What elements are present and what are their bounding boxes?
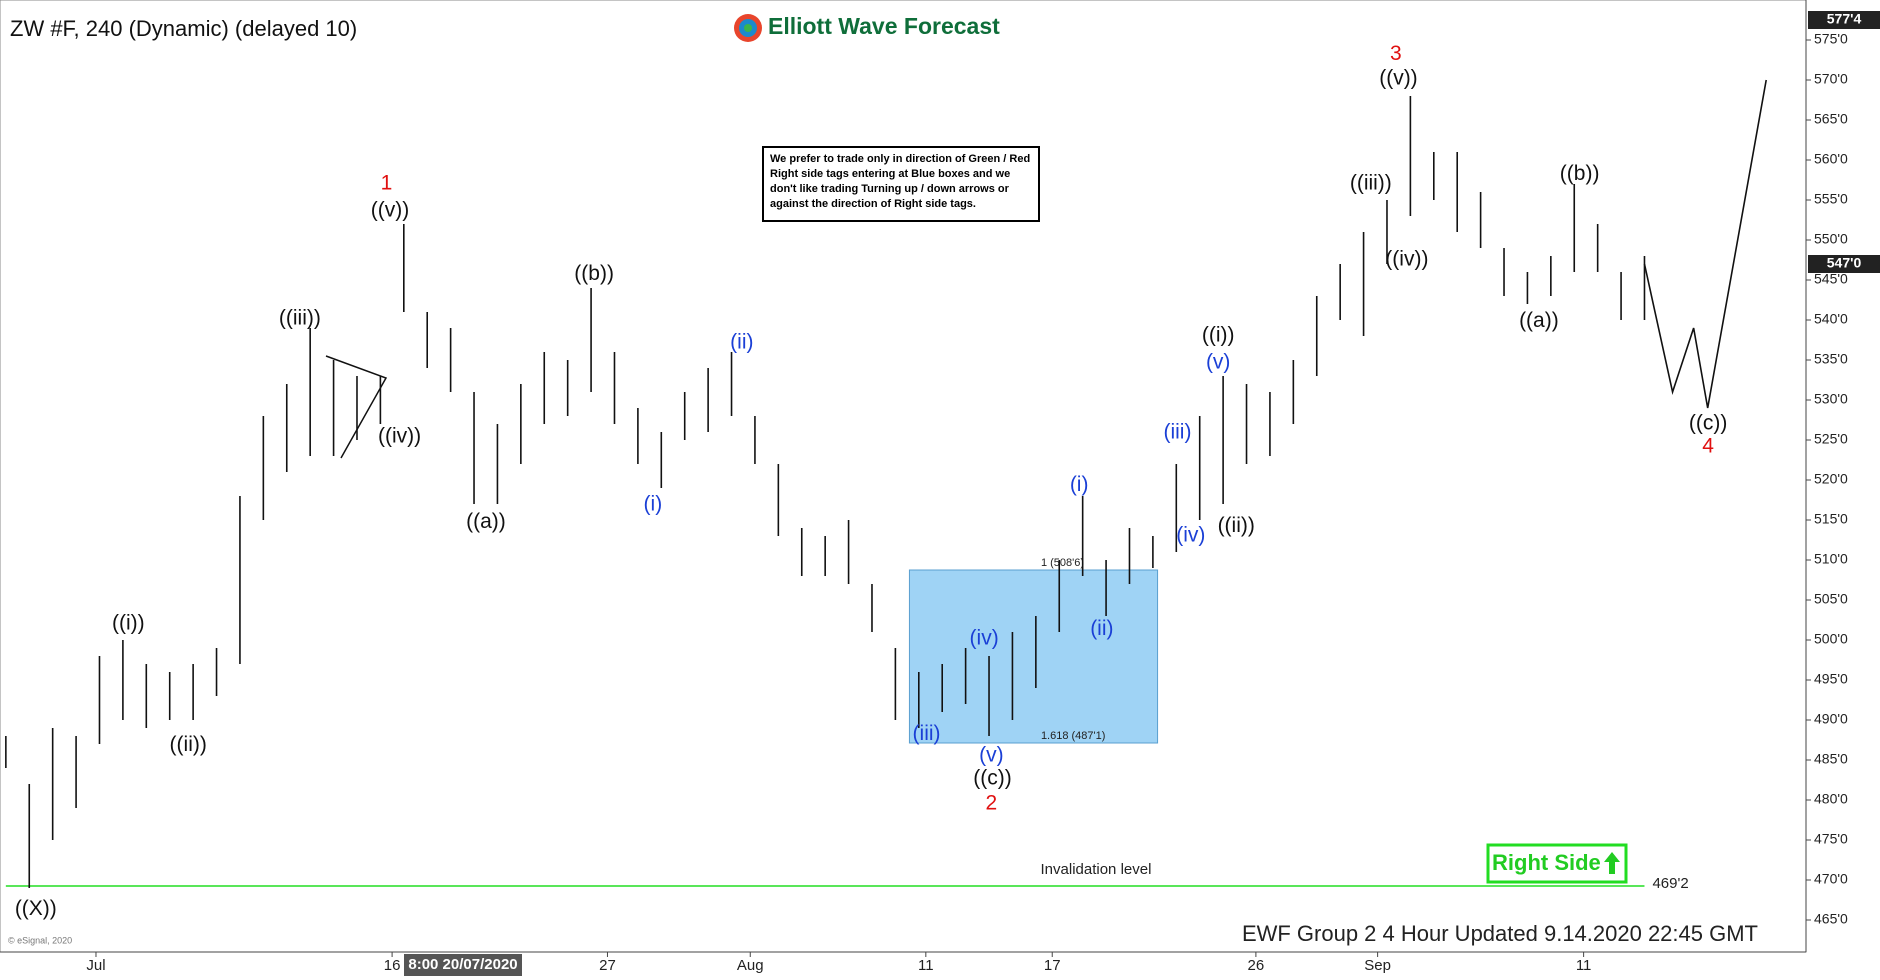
footer: EWF Group 2 4 Hour Updated 9.14.2020 22:…	[1242, 921, 1758, 946]
wave-label: ((c))	[1689, 412, 1727, 435]
fib-box	[908, 569, 1159, 744]
y-tick-label: 555'0	[1814, 191, 1848, 207]
wave-label: (iii)	[1163, 420, 1191, 443]
cursor-label: 8:00 20/07/2020	[408, 956, 517, 973]
note-box: We prefer to trade only in direction of …	[762, 146, 1040, 222]
wave-label: (iv)	[1176, 524, 1205, 547]
wave-label: ((b))	[574, 262, 614, 285]
wave-label: ((a))	[1519, 309, 1559, 332]
y-tick-label: 475'0	[1814, 831, 1848, 847]
wave-label: ((v))	[371, 199, 409, 222]
right-side-arrow	[1604, 852, 1620, 874]
y-tick-label: 495'0	[1814, 671, 1848, 687]
y-tick-label: 535'0	[1814, 351, 1848, 367]
wave-label: ((iv))	[1385, 248, 1428, 271]
y-tick-label: 550'0	[1814, 231, 1848, 247]
right-side-label: Right Side	[1492, 850, 1601, 875]
header: ZW #F, 240 (Dynamic) (delayed 10)	[10, 16, 357, 41]
wave-label: ((X))	[15, 897, 57, 920]
x-tick-label: 26	[1248, 957, 1265, 974]
x-tick-label: 17	[1044, 957, 1061, 974]
wave-label: (i)	[1070, 473, 1089, 496]
last-price-box	[1808, 255, 1880, 273]
wave-label: (i)	[644, 492, 663, 515]
y-tick-label: 575'0	[1814, 31, 1848, 47]
fib-level-label: 1.618 (487'1)	[1041, 730, 1105, 742]
wave-label: 2	[986, 792, 998, 815]
x-tick-label: 11	[918, 957, 934, 974]
logo-icon	[734, 14, 762, 42]
wave-label: ((ii))	[1218, 514, 1255, 537]
wave-label: 3	[1390, 42, 1402, 65]
wave-label: (ii)	[1090, 617, 1113, 640]
x-tick-label: 11	[1576, 957, 1592, 974]
wave-label: (iii)	[913, 722, 941, 745]
wave-label: (iv)	[970, 627, 999, 650]
copyright: © eSignal, 2020	[8, 935, 72, 945]
y-tick-label: 480'0	[1814, 791, 1848, 807]
wave-label: ((b))	[1560, 162, 1600, 185]
last-price-label: 547'0	[1827, 255, 1862, 271]
triangle	[325, 355, 388, 459]
y-tick-label: 565'0	[1814, 111, 1848, 127]
y-tick-label: 545'0	[1814, 271, 1848, 287]
y-tick-label: 515'0	[1814, 511, 1848, 527]
fib-level-label: 1 (508'6)	[1041, 557, 1084, 569]
projection-path	[1643, 79, 1767, 409]
logo-text: Elliott Wave Forecast	[768, 13, 1000, 39]
wave-label: (v)	[979, 744, 1004, 767]
wave-label: 4	[1702, 435, 1714, 458]
y-tick-label: 510'0	[1814, 551, 1848, 567]
x-tick-label: 16	[384, 957, 401, 974]
wave-label: (v)	[1206, 351, 1231, 374]
y-tick-label: 485'0	[1814, 751, 1848, 767]
invalidation-text: Invalidation level	[1041, 861, 1152, 878]
x-tick-label: Sep	[1364, 957, 1391, 974]
wave-label: ((a))	[466, 510, 506, 533]
wave-label: 1	[381, 172, 393, 195]
y-tick-label: 570'0	[1814, 71, 1848, 87]
wave-label: ((iii))	[279, 307, 321, 330]
wave-label: ((iv))	[378, 424, 421, 447]
y-tick-label: 465'0	[1814, 911, 1848, 927]
y-tick-label: 530'0	[1814, 391, 1848, 407]
wave-label: ((ii))	[170, 733, 207, 756]
y-tick-label: 520'0	[1814, 471, 1848, 487]
wave-label: ((i))	[112, 612, 145, 635]
wave-label: (ii)	[730, 331, 753, 354]
top-price-label: 577'4	[1827, 11, 1862, 27]
invalidation-label: 469'2	[1652, 875, 1688, 892]
wave-label: ((i))	[1202, 324, 1235, 347]
x-tick-label: 27	[599, 957, 616, 974]
y-tick-label: 500'0	[1814, 631, 1848, 647]
x-tick-label: Aug	[737, 957, 764, 974]
plot-frame	[0, 0, 1807, 953]
right-side-box	[1486, 843, 1628, 884]
y-tick-label: 505'0	[1814, 591, 1848, 607]
y-tick-label: 470'0	[1814, 871, 1848, 887]
x-tick-label: Jul	[86, 957, 105, 974]
y-tick-label: 525'0	[1814, 431, 1848, 447]
y-tick-label: 490'0	[1814, 711, 1848, 727]
wave-label: ((iii))	[1350, 172, 1392, 195]
cursor-box	[404, 954, 522, 976]
y-tick-label: 560'0	[1814, 151, 1848, 167]
wave-label: ((c))	[973, 767, 1011, 790]
y-tick-label: 540'0	[1814, 311, 1848, 327]
wave-label: ((v))	[1379, 67, 1417, 90]
top-price-box	[1808, 11, 1880, 29]
